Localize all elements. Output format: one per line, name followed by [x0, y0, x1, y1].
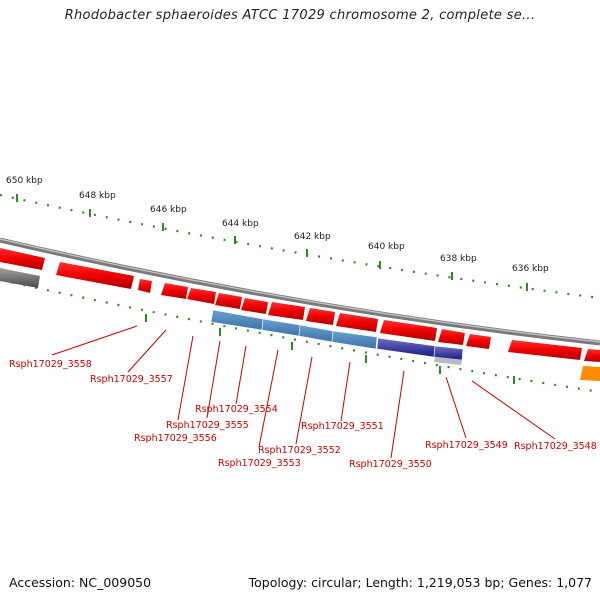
gene-feature-orange[interactable]	[580, 366, 600, 381]
map-title: Rhodobacter sphaeroides ATCC 17029 chrom…	[64, 8, 536, 23]
chromosome-backbone	[0, 237, 600, 346]
inner-scale-ring	[0, 278, 600, 394]
gene-Rsph17029_3557[interactable]	[161, 283, 188, 299]
label-Rsph17029_3554[interactable]: Rsph17029_3554	[195, 404, 278, 415]
gene-Rsph17029_3553[interactable]	[261, 318, 301, 337]
gene-feature-gray[interactable]	[0, 268, 40, 288]
label-Rsph17029_3549[interactable]: Rsph17029_3549	[425, 440, 508, 451]
label-Rsph17029_3558[interactable]: Rsph17029_3558	[9, 359, 92, 370]
gene-Rsph17029_3550[interactable]	[376, 337, 436, 358]
label-Rsph17029_3557[interactable]: Rsph17029_3557	[90, 374, 173, 385]
label-Rsph17029_3550[interactable]: Rsph17029_3550	[349, 459, 432, 470]
gene-Rsph17029_3555[interactable]	[215, 293, 242, 309]
outer-scale-ring: 650 kbp 648 kbp 646 kbp 644 kbp 642 kbp …	[0, 176, 600, 300]
gene-Rsph17029_3554[interactable]	[210, 309, 264, 331]
label-Rsph17029_3553[interactable]: Rsph17029_3553	[218, 458, 301, 469]
tick-label-646: 646 kbp	[150, 205, 187, 215]
gene-feature[interactable]	[438, 329, 465, 345]
label-Rsph17029_3548[interactable]: Rsph17029_3548	[514, 441, 597, 452]
tick-label-638: 638 kbp	[440, 254, 477, 264]
tick-label-648: 648 kbp	[79, 191, 116, 201]
gene-feature-light[interactable]	[434, 357, 462, 365]
tick-label-644: 644 kbp	[222, 219, 259, 229]
gene-Rsph17029_3556[interactable]	[187, 288, 216, 304]
gene-feature[interactable]	[466, 334, 491, 349]
gene-track[interactable]	[0, 248, 600, 381]
tick-label-640: 640 kbp	[368, 242, 405, 252]
gene-feature[interactable]	[336, 313, 378, 332]
label-Rsph17029_3556[interactable]: Rsph17029_3556	[134, 433, 217, 444]
gene-feature[interactable]	[0, 248, 45, 270]
gene-feature[interactable]	[241, 298, 268, 314]
gene-labels: Rsph17029_3558 Rsph17029_3557 Rsph17029_…	[9, 359, 597, 470]
gene-Rsph17029_3552[interactable]	[298, 324, 334, 343]
tick-label-642: 642 kbp	[294, 232, 331, 242]
gene-feature[interactable]	[584, 349, 600, 362]
gene-Rsph17029_3558[interactable]	[56, 262, 134, 289]
gene-feature[interactable]	[306, 308, 335, 325]
tick-label-650: 650 kbp	[6, 176, 43, 186]
genome-summary-text: Topology: circular; Length: 1,219,053 bp…	[248, 575, 592, 590]
tick-label-636: 636 kbp	[512, 264, 549, 274]
label-leaders	[51, 325, 556, 459]
gene-Rsph17029_3551[interactable]	[331, 330, 378, 350]
gene-feature[interactable]	[138, 279, 152, 293]
gene-Rsph17029_3548[interactable]	[508, 340, 582, 360]
gene-feature[interactable]	[268, 302, 305, 320]
gene-feature[interactable]	[380, 320, 437, 341]
label-Rsph17029_3552[interactable]: Rsph17029_3552	[258, 445, 341, 456]
accession-text: Accession: NC_009050	[9, 575, 152, 590]
label-Rsph17029_3551[interactable]: Rsph17029_3551	[301, 421, 384, 432]
label-Rsph17029_3555[interactable]: Rsph17029_3555	[166, 420, 249, 431]
